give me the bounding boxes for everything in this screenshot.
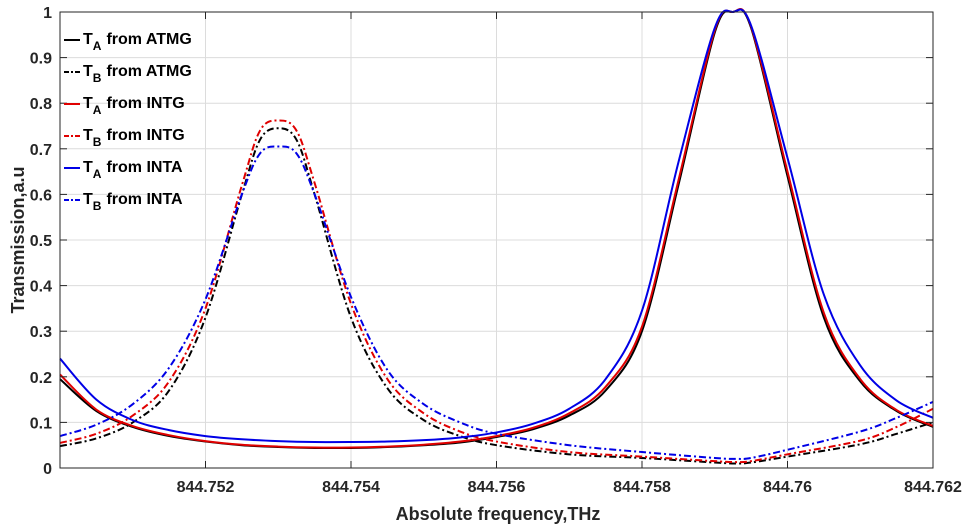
x-tick-label: 844.758 (613, 479, 671, 496)
legend-label: TB from INTA (83, 191, 183, 213)
y-tick-label: 0.3 (30, 324, 52, 341)
legend-label: TA from ATMG (83, 31, 192, 53)
y-tick-label: 0.9 (30, 51, 52, 68)
y-tick-label: 0.7 (30, 142, 52, 159)
y-tick-label: 0.1 (30, 415, 52, 432)
y-tick-label: 1 (43, 5, 52, 22)
x-tick-label: 844.76 (763, 479, 812, 496)
series-line-4 (59, 119, 934, 464)
x-tick-label: 844.754 (322, 479, 380, 496)
legend-label: TB from ATMG (83, 63, 192, 85)
legend-label: TA from INTG (83, 95, 185, 117)
x-tick-label: 844.752 (177, 479, 235, 496)
x-tick-label: 844.756 (468, 479, 526, 496)
y-tick-label: 0 (43, 461, 52, 478)
series-line-2 (59, 127, 934, 465)
y-tick-label: 0.5 (30, 233, 52, 250)
grid (60, 11, 934, 469)
y-tick-label: 0.8 (30, 96, 52, 113)
y-tick-label: 0.2 (30, 370, 52, 387)
legend-label: TB from INTG (83, 127, 185, 149)
series-line-5 (59, 8, 934, 444)
x-tick-label: 844.762 (904, 479, 962, 496)
y-axis-title: Transmission,a.u (8, 166, 28, 313)
y-tick-label: 0.4 (30, 279, 52, 296)
x-tick-labels: 844.752 844.754 844.756 844.758 844.76 844.76… (177, 479, 962, 496)
y-tick-labels: 0 0.1 0.2 0.3 0.4 0.5 0.6 0.7 0.8 0.9 1 (30, 5, 52, 478)
legend-label: TA from INTA (83, 159, 183, 181)
axis-ticks (60, 11, 934, 469)
series-lines (59, 8, 934, 465)
series-line-3 (59, 8, 934, 449)
y-tick-label: 0.6 (30, 187, 52, 204)
legend: TA from ATMG TB from ATMG TA from INTG TB from … (64, 31, 192, 213)
x-axis-title: Absolute frequency,THz (396, 504, 601, 524)
